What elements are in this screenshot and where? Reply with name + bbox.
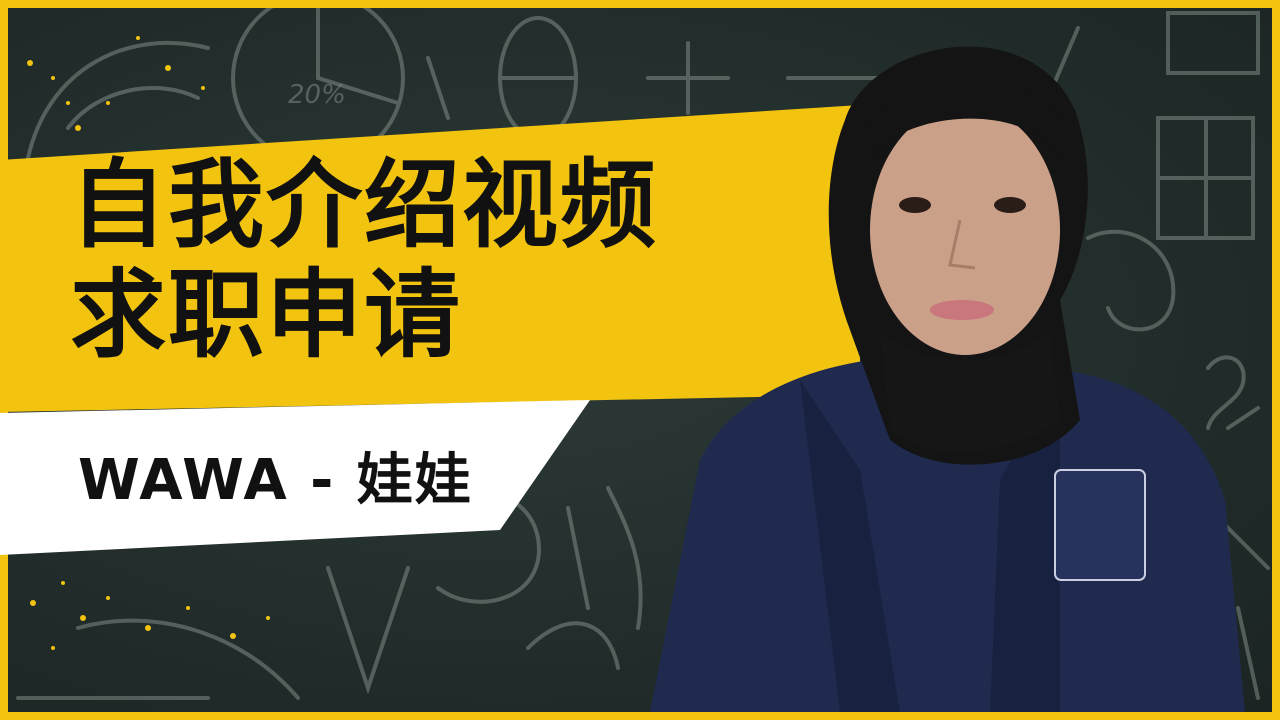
right-eye — [994, 197, 1026, 213]
jacket — [650, 360, 1245, 712]
mouth — [930, 300, 994, 320]
title-line-2: 求职申请 — [70, 259, 462, 371]
yellow-banner — [0, 105, 860, 412]
lapel-right — [990, 370, 1060, 712]
presenter-name: WAWA - 娃娃 — [78, 448, 473, 513]
lapel-left — [800, 380, 900, 712]
white-banner — [0, 400, 590, 555]
left-eye — [899, 197, 931, 213]
svg-text:20%: 20% — [288, 80, 346, 110]
badge-patch — [1054, 469, 1146, 581]
scarf — [880, 330, 1060, 452]
nose — [948, 219, 976, 270]
face — [870, 105, 1060, 355]
title-line-1: 自我介绍视频 — [70, 149, 658, 261]
video-title: 自我介绍视频 求职申请 — [70, 150, 658, 370]
hijab-band — [865, 83, 1065, 160]
